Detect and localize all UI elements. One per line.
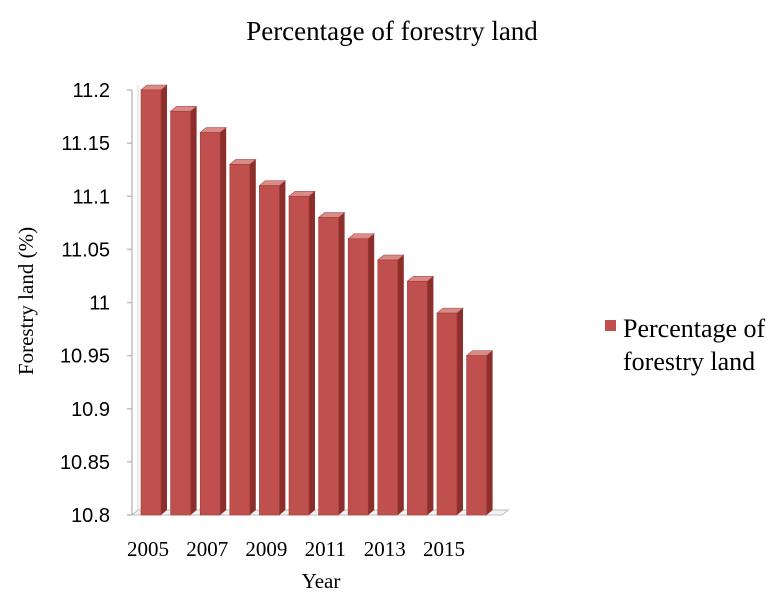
bar <box>228 159 257 516</box>
bar <box>288 190 316 516</box>
bar-front <box>259 185 280 516</box>
bar <box>406 275 435 516</box>
bar-side <box>220 127 227 515</box>
bar-front <box>170 110 191 516</box>
bar-front <box>407 280 428 516</box>
x-tick-label: 2011 <box>305 537 346 561</box>
bar-front <box>288 195 310 516</box>
bar <box>465 350 494 516</box>
chart-title: Percentage of forestry land <box>246 16 538 46</box>
x-tick-label: 2015 <box>423 537 465 561</box>
bar <box>376 254 405 516</box>
bar-side <box>397 255 404 515</box>
bar-side <box>309 191 315 515</box>
y-tick-label: 11.2 <box>73 80 110 102</box>
y-tick-label: 10.9 <box>71 399 110 421</box>
legend: Percentage of forestry land <box>605 314 766 376</box>
bar-side <box>161 85 167 515</box>
bar-side <box>279 180 286 515</box>
y-tick-label: 10.8 <box>71 505 110 527</box>
y-tick-label: 11.1 <box>73 186 110 208</box>
bar-side <box>457 308 463 515</box>
bar-side <box>249 159 256 515</box>
y-tick-label: 10.95 <box>60 346 110 368</box>
bar-side <box>338 212 345 515</box>
y-axis <box>131 85 139 515</box>
bar <box>199 127 228 516</box>
bars <box>140 84 494 516</box>
bar-front <box>318 217 339 516</box>
x-tick-label: 2005 <box>127 537 169 561</box>
y-tick-label: 11.15 <box>61 133 110 155</box>
y-tick-label: 11 <box>89 293 110 315</box>
bar-side <box>368 233 375 515</box>
bar <box>347 233 376 516</box>
x-axis-label: Year <box>302 569 341 593</box>
x-tick-label: 2007 <box>186 537 228 561</box>
bar-front <box>229 164 251 516</box>
x-tick-label: 2009 <box>245 537 287 561</box>
bar <box>140 84 168 516</box>
y-tick-label: 11.05 <box>61 239 110 261</box>
bar-front <box>436 312 458 516</box>
bar <box>258 180 287 516</box>
y-tick-labels: 10.8 10.85 10.9 10.95 11 11.05 11.1 11.15 11.2 <box>60 80 132 527</box>
y-axis-label: Forestry land (%) <box>14 227 38 375</box>
bar-front <box>199 132 221 516</box>
x-tick-label: 2013 <box>364 537 406 561</box>
bar <box>317 212 346 516</box>
legend-label-line-2: forestry land <box>623 347 755 376</box>
legend-label-line-1: Percentage of <box>623 314 766 343</box>
y-tick-label: 10.85 <box>60 452 110 474</box>
bar <box>436 307 464 516</box>
bar-side <box>486 350 493 515</box>
x-tick-labels: 2005 2007 2009 2011 2013 2015 <box>127 537 465 561</box>
bar-front <box>466 355 487 516</box>
bar-front <box>347 238 369 516</box>
bar <box>169 105 198 516</box>
legend-swatch <box>605 320 616 331</box>
bar-side <box>427 276 434 515</box>
bar-front <box>377 259 399 516</box>
bar-side <box>190 106 197 515</box>
bar-front <box>140 89 162 516</box>
